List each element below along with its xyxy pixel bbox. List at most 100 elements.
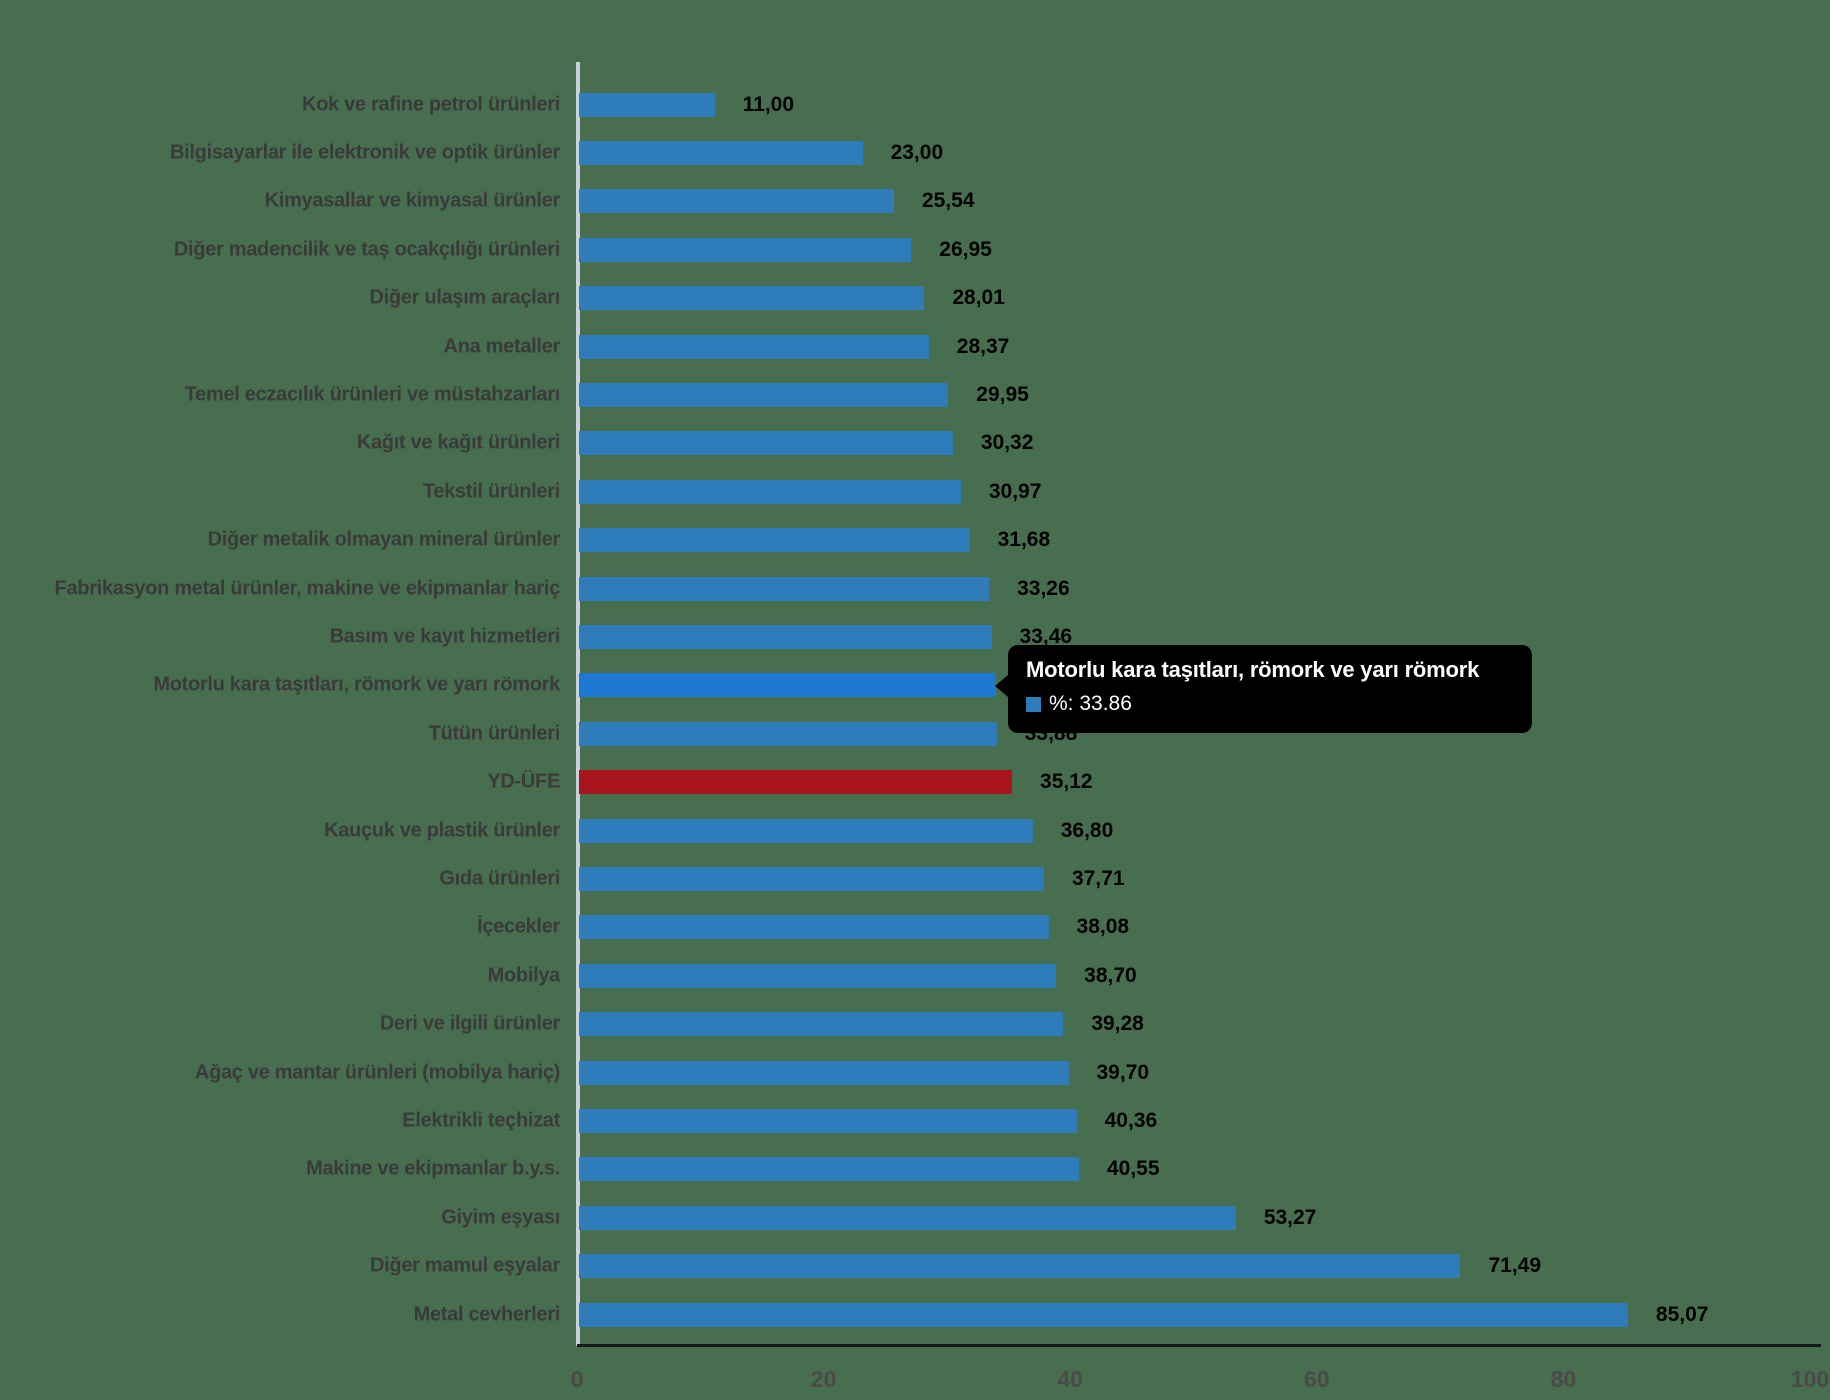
- tooltip-title: Motorlu kara taşıtları, römork ve yarı r…: [1026, 657, 1480, 682]
- chart-row: Ana metaller 28,37: [0, 322, 1830, 371]
- category-label: Elektrikli teçhizat: [402, 1109, 560, 1132]
- bar[interactable]: [579, 237, 912, 262]
- chart-row: Diğer madencilik ve taş ocakçılığı ürünl…: [0, 225, 1830, 274]
- category-label: Temel eczacılık ürünleri ve müstahzarlar…: [184, 383, 561, 406]
- category-label: Bilgisayarlar ile elektronik ve optik ür…: [170, 141, 560, 164]
- bar[interactable]: [579, 1205, 1236, 1230]
- bar[interactable]: [579, 1254, 1461, 1279]
- category-label: Kağıt ve kağıt ürünleri: [356, 431, 560, 454]
- category-label: Tütün ürünleri: [428, 722, 561, 745]
- value-label: 28,37: [956, 334, 1010, 358]
- chart-row: Kauçuk ve plastik ürünler 36,80: [0, 806, 1830, 855]
- chart-row: Metal cevherleri 85,07: [0, 1290, 1830, 1339]
- series-swatch-icon: [1026, 696, 1041, 712]
- value-label: 28,01: [952, 286, 1005, 310]
- value-label: 11,00: [742, 92, 795, 116]
- value-label: 33,46: [1019, 624, 1073, 648]
- bar[interactable]: [579, 673, 997, 698]
- bar[interactable]: [579, 334, 929, 359]
- bar[interactable]: [579, 1108, 1077, 1133]
- bar[interactable]: [579, 92, 715, 117]
- bar[interactable]: [579, 576, 990, 601]
- category-label: Diğer madencilik ve taş ocakçılığı ürünl…: [173, 238, 560, 261]
- category-label: Ağaç ve mantar ürünleri (mobilya hariç): [194, 1061, 560, 1083]
- bar[interactable]: [579, 528, 970, 553]
- tooltip-value-line: %: 33.86: [1026, 692, 1514, 716]
- chart-row: YD-ÜFE 35,12: [0, 758, 1830, 807]
- chart-row: Deri ve ilgili ürünler 39,28: [0, 1000, 1830, 1049]
- chart-row: Motorlu kara taşıtları, römork ve yarı r…: [0, 661, 1830, 710]
- category-label: Motorlu kara taşıtları, römork ve yarı r…: [153, 673, 560, 696]
- value-label: 53,27: [1263, 1205, 1317, 1229]
- category-label: Mobilya: [487, 964, 561, 987]
- chart-row: Gıda ürünleri 37,71: [0, 854, 1830, 903]
- value-label: 33,26: [1017, 576, 1070, 600]
- chart-row: İçecekler 38,08: [0, 903, 1830, 952]
- value-label: 23,00: [890, 140, 944, 164]
- bar[interactable]: [579, 140, 863, 165]
- value-label: 39,28: [1091, 1012, 1144, 1036]
- bar[interactable]: [579, 770, 1013, 795]
- value-label: 25,54: [921, 189, 975, 213]
- chart-row: Mobilya 38,70: [0, 951, 1830, 1000]
- category-label: Kok ve rafine petrol ürünleri: [301, 93, 560, 115]
- x-tick-label: 20: [810, 1366, 837, 1392]
- category-label: Kimyasallar ve kimyasal ürünler: [264, 189, 561, 212]
- value-label: 30,97: [988, 479, 1042, 503]
- bar[interactable]: [579, 721, 997, 746]
- bar[interactable]: [579, 431, 953, 456]
- chart-row: Kimyasallar ve kimyasal ürünler 25,54: [0, 177, 1830, 226]
- bar[interactable]: [579, 963, 1057, 988]
- value-label: 39,70: [1096, 1060, 1150, 1084]
- chart-row: Bilgisayarlar ile elektronik ve optik ür…: [0, 128, 1830, 177]
- category-label: Metal cevherleri: [413, 1303, 561, 1325]
- value-label: 29,95: [976, 382, 1029, 406]
- chart-row: Fabrikasyon metal ürünler, makine ve eki…: [0, 564, 1830, 613]
- bar[interactable]: [579, 1302, 1628, 1327]
- value-label: 35,12: [1040, 770, 1093, 794]
- value-label: 31,68: [997, 528, 1051, 552]
- chart-row: Ağaç ve mantar ürünleri (mobilya hariç) 3…: [0, 1048, 1830, 1097]
- category-label: Gıda ürünleri: [439, 867, 560, 890]
- value-label: 71,49: [1488, 1254, 1542, 1278]
- tooltip-value: %: 33.86: [1049, 692, 1132, 715]
- chart-row: Giyim eşyası 53,27: [0, 1193, 1830, 1242]
- x-tick-label: 100: [1790, 1366, 1830, 1392]
- bar[interactable]: [579, 479, 961, 504]
- bar[interactable]: [579, 1060, 1069, 1085]
- value-label: 26,95: [939, 237, 992, 261]
- value-label: 40,36: [1104, 1108, 1158, 1132]
- chart-row: Diğer mamul eşyalar 71,49: [0, 1242, 1830, 1291]
- bar[interactable]: [579, 1012, 1064, 1037]
- bar[interactable]: [579, 189, 894, 214]
- chart-row: Diğer metalik olmayan mineral ürünler 31,…: [0, 516, 1830, 565]
- chart-row: Kok ve rafine petrol ürünleri 11,00: [0, 80, 1830, 129]
- category-label: Kauçuk ve plastik ürünler: [324, 819, 560, 841]
- value-label: 36,80: [1060, 818, 1114, 842]
- chart-row: Kağıt ve kağıt ürünleri 30,32: [0, 419, 1830, 468]
- chart-row: Basım ve kayıt hizmetleri 33,46: [0, 612, 1830, 661]
- value-label: 85,07: [1655, 1302, 1709, 1326]
- bar[interactable]: [579, 818, 1033, 843]
- bar[interactable]: [579, 915, 1049, 940]
- value-label: 38,08: [1076, 915, 1130, 939]
- chart-row: Tekstil ürünleri 30,97: [0, 467, 1830, 516]
- value-label: 38,70: [1084, 963, 1137, 987]
- bar[interactable]: [579, 382, 949, 407]
- x-tick-label: 0: [570, 1366, 584, 1392]
- x-tick-label: 80: [1550, 1366, 1577, 1392]
- chart-row: Temel eczacılık ürünleri ve müstahzarlar…: [0, 370, 1830, 419]
- category-label: Giyim eşyası: [441, 1206, 560, 1229]
- bar[interactable]: [579, 624, 992, 649]
- category-label: YD-ÜFE: [487, 770, 560, 793]
- y-axis-baseline: [576, 62, 580, 1346]
- bar[interactable]: [579, 1157, 1079, 1182]
- bar[interactable]: [579, 286, 925, 311]
- category-label: Basım ve kayıt hizmetleri: [329, 625, 561, 648]
- bar[interactable]: [579, 866, 1044, 891]
- category-label: Fabrikasyon metal ürünler, makine ve eki…: [54, 577, 561, 599]
- x-axis-line: [577, 1344, 1821, 1347]
- category-label: Deri ve ilgili ürünler: [379, 1012, 560, 1035]
- chart-row: Tütün ürünleri 33,88: [0, 709, 1830, 758]
